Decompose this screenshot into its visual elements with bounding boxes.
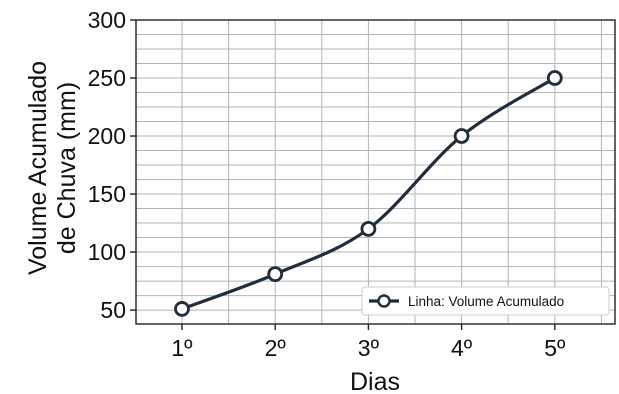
- x-tick-label: 1º: [171, 335, 193, 361]
- x-tick-label: 4º: [451, 335, 473, 361]
- x-tick-label: 3º: [358, 335, 380, 361]
- data-point-marker: [360, 220, 377, 237]
- grid-lines: [136, 19, 615, 324]
- x-axis-label: Dias: [350, 368, 400, 394]
- series-markers: [174, 70, 563, 317]
- data-point-marker: [174, 301, 190, 317]
- y-tick-label: 100: [88, 239, 126, 265]
- legend: Linha: Volume Acumulado: [361, 286, 610, 316]
- data-point-marker: [267, 266, 284, 283]
- y-axis-ticks: 50 100 150 200 250 300: [88, 7, 136, 323]
- y-axis-label-line-1: Volume Acumulado: [24, 61, 52, 275]
- y-tick-label: 250: [88, 65, 126, 91]
- data-point-marker: [453, 128, 470, 144]
- x-tick-label: 2º: [265, 335, 287, 361]
- y-tick-label: 50: [100, 297, 126, 323]
- x-axis-ticks: 1º 2º 3º 4º 5º: [171, 324, 566, 361]
- y-axis-label-line-2: de Chuva (mm): [53, 82, 81, 254]
- legend-box: [361, 286, 610, 316]
- x-tick-label: 5º: [544, 335, 566, 361]
- legend-label: Linha: Volume Acumulado: [408, 294, 564, 309]
- y-tick-label: 200: [88, 123, 126, 149]
- y-tick-label: 150: [88, 181, 126, 207]
- plot-frame: [135, 19, 616, 325]
- y-tick-label: 300: [88, 7, 126, 33]
- data-point-marker: [546, 70, 563, 86]
- y-axis-label: Volume Acumulado de Chuva (mm): [24, 61, 81, 275]
- legend-marker-swatch: [377, 294, 391, 308]
